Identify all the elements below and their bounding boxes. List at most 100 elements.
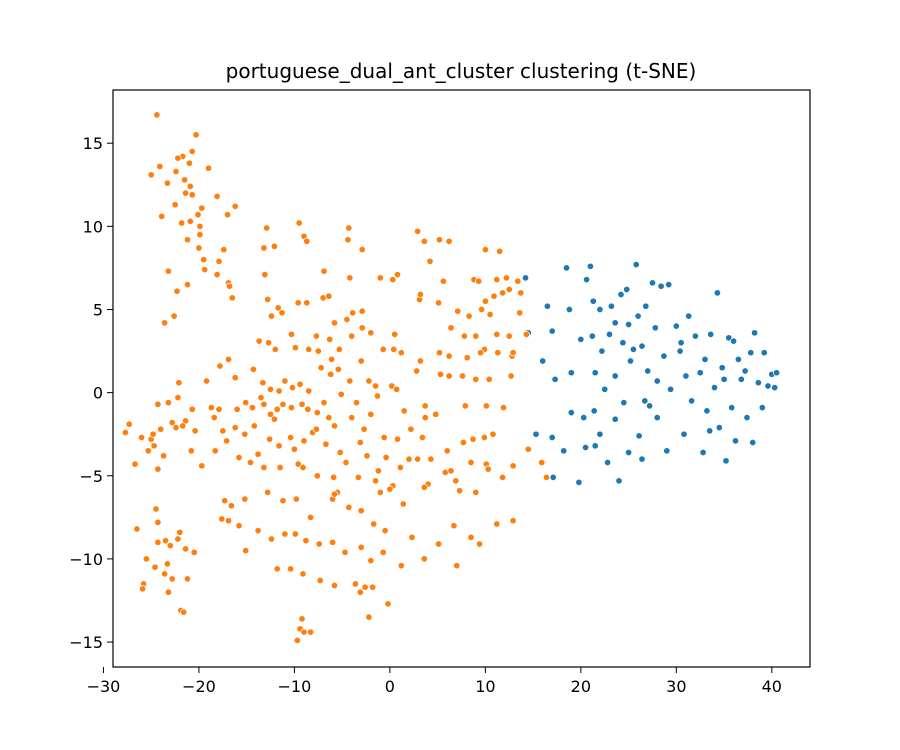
data-point-series-1-309 [453, 562, 461, 570]
data-point-series-1-188 [469, 435, 477, 443]
data-point-series-0-27 [596, 430, 604, 438]
data-point-series-1-253 [260, 463, 268, 472]
data-point-series-1-111 [435, 349, 444, 357]
data-point-series-1-297 [267, 535, 276, 543]
data-point-series-1-87 [367, 329, 375, 337]
data-point-series-1-193 [175, 379, 183, 387]
data-point-series-0-96 [706, 427, 714, 435]
data-point-series-1-50 [358, 246, 366, 254]
data-point-series-0-48 [638, 342, 646, 350]
data-point-series-1-180 [367, 410, 375, 418]
data-point-series-1-19 [186, 217, 194, 225]
data-point-series-0-67 [696, 369, 704, 377]
y-tick-label: −10 [69, 550, 103, 569]
data-point-series-1-90 [390, 345, 398, 353]
data-point-series-1-296 [254, 527, 262, 535]
data-point-series-0-19 [586, 262, 594, 270]
data-point-series-0-83 [743, 414, 751, 422]
data-point-series-1-115 [472, 375, 480, 383]
data-point-series-1-200 [157, 425, 165, 433]
data-point-series-1-109 [447, 324, 455, 332]
data-point-series-1-177 [348, 414, 356, 422]
data-point-series-0-11 [565, 305, 573, 314]
data-point-series-1-240 [467, 458, 475, 467]
data-point-series-1-43 [260, 244, 268, 252]
data-point-series-1-320 [161, 570, 169, 578]
data-point-series-1-257 [313, 472, 321, 480]
data-point-series-1-306 [379, 548, 387, 556]
data-point-series-1-9 [172, 167, 180, 176]
data-point-series-0-43 [629, 345, 637, 353]
data-point-series-0-69 [701, 355, 709, 363]
data-point-series-1-38 [228, 294, 236, 302]
data-point-series-1-249 [198, 462, 206, 470]
data-point-series-1-311 [161, 537, 170, 545]
data-point-series-1-316 [176, 528, 184, 536]
data-point-series-0-73 [713, 289, 721, 297]
data-point-series-0-75 [718, 364, 726, 372]
data-point-series-1-344 [293, 636, 301, 644]
y-tick-label: −15 [69, 633, 103, 652]
data-point-series-1-151 [346, 377, 354, 385]
data-point-series-1-168 [273, 405, 281, 413]
data-point-series-1-61 [393, 271, 402, 279]
data-point-series-1-22 [196, 231, 204, 239]
data-point-series-1-269 [499, 473, 507, 481]
data-point-series-1-299 [291, 530, 299, 538]
data-point-series-1-17 [198, 204, 206, 212]
data-point-series-0-8 [549, 473, 557, 481]
data-point-series-0-14 [575, 478, 583, 486]
data-point-series-1-215 [231, 424, 239, 432]
data-point-series-1-56 [496, 247, 504, 255]
x-tick-label: 20 [571, 677, 591, 696]
data-point-series-1-300 [302, 537, 310, 545]
data-point-series-0-85 [749, 438, 757, 447]
data-point-series-0-60 [672, 322, 680, 330]
data-point-series-1-125 [357, 357, 365, 365]
data-point-series-1-243 [509, 462, 517, 470]
data-point-series-0-86 [751, 329, 759, 337]
data-point-series-1-42 [270, 242, 278, 250]
data-point-series-1-107 [477, 349, 485, 357]
data-point-series-1-250 [211, 447, 219, 455]
data-point-series-1-154 [421, 402, 429, 410]
data-point-series-0-54 [653, 377, 661, 385]
data-point-series-1-139 [249, 365, 257, 373]
data-point-series-1-159 [203, 377, 211, 385]
data-point-series-1-137 [265, 339, 273, 347]
data-point-series-1-142 [266, 385, 275, 393]
data-point-series-1-54 [445, 237, 453, 245]
data-point-series-1-14 [171, 201, 179, 209]
data-point-series-1-333 [361, 583, 369, 591]
data-point-series-1-55 [481, 246, 489, 254]
data-point-series-1-327 [273, 565, 281, 573]
data-point-series-1-3 [188, 147, 196, 156]
data-point-series-1-68 [514, 277, 522, 285]
data-point-series-0-20 [589, 297, 597, 305]
data-point-series-0-46 [635, 432, 643, 440]
data-point-series-0-89 [760, 349, 768, 357]
data-point-series-1-91 [397, 349, 405, 357]
data-point-series-0-26 [598, 347, 606, 355]
data-point-series-1-44 [261, 271, 269, 279]
data-point-series-1-210 [179, 422, 187, 430]
data-point-series-1-258 [330, 473, 338, 481]
data-point-series-1-312 [166, 542, 174, 550]
data-point-series-1-324 [139, 585, 147, 593]
data-point-series-1-302 [329, 538, 337, 546]
data-point-series-0-50 [644, 367, 652, 375]
data-point-series-1-169 [279, 400, 287, 408]
data-point-series-0-95 [720, 375, 728, 383]
data-point-series-0-47 [638, 455, 646, 463]
data-point-series-1-261 [372, 477, 380, 485]
data-point-series-1-18 [194, 211, 202, 219]
data-point-series-1-289 [509, 517, 517, 525]
data-point-series-1-191 [154, 400, 162, 408]
data-point-series-0-39 [623, 285, 631, 294]
data-point-series-0-57 [663, 447, 671, 455]
data-point-series-1-52 [420, 237, 428, 245]
data-point-series-1-186 [443, 447, 451, 455]
data-point-series-1-281 [370, 520, 378, 528]
data-point-series-0-88 [758, 404, 766, 412]
data-point-series-0-82 [741, 367, 749, 375]
